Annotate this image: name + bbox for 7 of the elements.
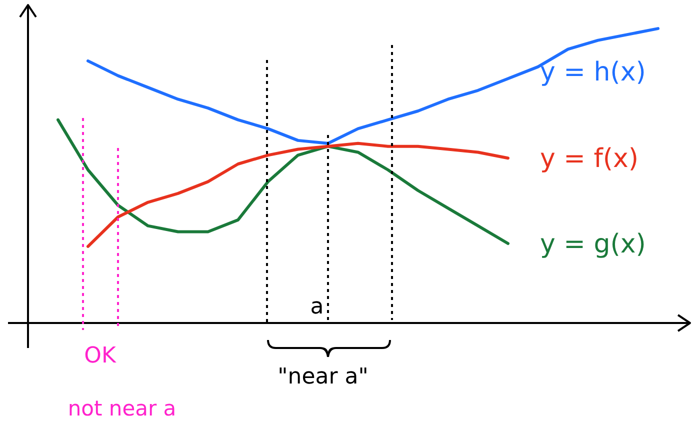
text: not near a <box>68 396 176 420</box>
series-label: y = f(x) <box>540 144 639 174</box>
text: "near a" <box>278 364 368 390</box>
series-label: y = g(x) <box>540 229 646 260</box>
text: OK <box>84 344 116 369</box>
annotation: a <box>310 294 324 320</box>
series-label: y = h(x) <box>540 57 646 88</box>
